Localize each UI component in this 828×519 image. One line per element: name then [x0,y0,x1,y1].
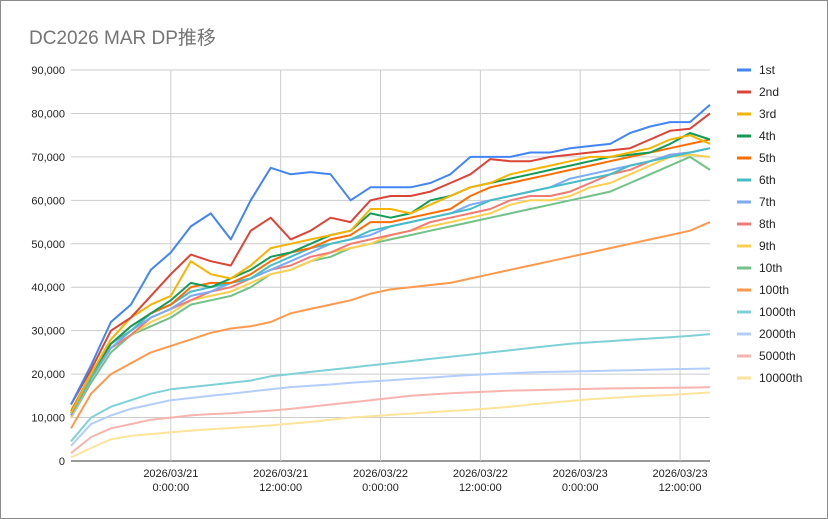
legend-label-10th: 10th [759,261,782,275]
series-line-10000th [70,391,711,459]
x-tick-label: 2026/03/23 [553,468,608,480]
series-line-10th [70,155,711,419]
series-line-3rd [70,134,711,414]
y-tick-label: 20,000 [31,369,65,381]
series-line-5000th [70,386,711,454]
x-tick-label: 12:00:00 [459,482,502,494]
series-line-100th [70,221,711,429]
legend-label-8th: 8th [759,217,776,231]
legend-label-2nd: 2nd [759,85,779,99]
x-tick-label: 0:00:00 [152,482,189,494]
series-line-2000th [70,367,711,447]
legend-label-10000th: 10000th [759,371,802,385]
legend-label-5000th: 5000th [759,349,796,363]
series-line-6th [70,147,711,414]
y-tick-label: 60,000 [31,195,65,207]
legend-label-9th: 9th [759,239,776,253]
y-tick-label: 40,000 [31,282,65,294]
series-line-5th [70,138,711,412]
x-tick-label: 0:00:00 [562,482,599,494]
y-tick-label: 50,000 [31,239,65,251]
y-tick-label: 80,000 [31,108,65,120]
x-tick-label: 2026/03/21 [253,468,308,480]
y-tick-label: 10,000 [31,413,65,425]
series-line-1000th [70,333,711,443]
x-tick-label: 2026/03/22 [353,468,408,480]
x-tick-label: 2026/03/22 [453,468,508,480]
x-tick-label: 2026/03/21 [143,468,198,480]
series-line-2nd [70,112,711,405]
series-line-8th [70,147,711,416]
legend-label-1st: 1st [759,63,776,77]
legend-label-2000th: 2000th [759,327,796,341]
legend-label-1000th: 1000th [759,305,796,319]
legend-label-5th: 5th [759,151,776,165]
x-tick-label: 12:00:00 [659,482,702,494]
y-tick-label: 30,000 [31,326,65,338]
y-tick-label: 0 [59,456,65,468]
legend-label-6th: 6th [759,173,776,187]
chart-title: DC2026 MAR DP推移 [29,28,216,49]
legend-label-4th: 4th [759,129,776,143]
x-tick-label: 2026/03/23 [653,468,708,480]
y-tick-label: 90,000 [31,65,65,77]
x-tick-label: 0:00:00 [362,482,399,494]
series-line-9th [70,153,711,419]
legend-label-100th: 100th [759,283,789,297]
legend-label-3rd: 3rd [759,107,776,121]
legend-label-7th: 7th [759,195,776,209]
series-line-1st [70,104,711,405]
y-tick-label: 70,000 [31,152,65,164]
series-line-4th [70,132,711,414]
x-tick-label: 12:00:00 [259,482,302,494]
